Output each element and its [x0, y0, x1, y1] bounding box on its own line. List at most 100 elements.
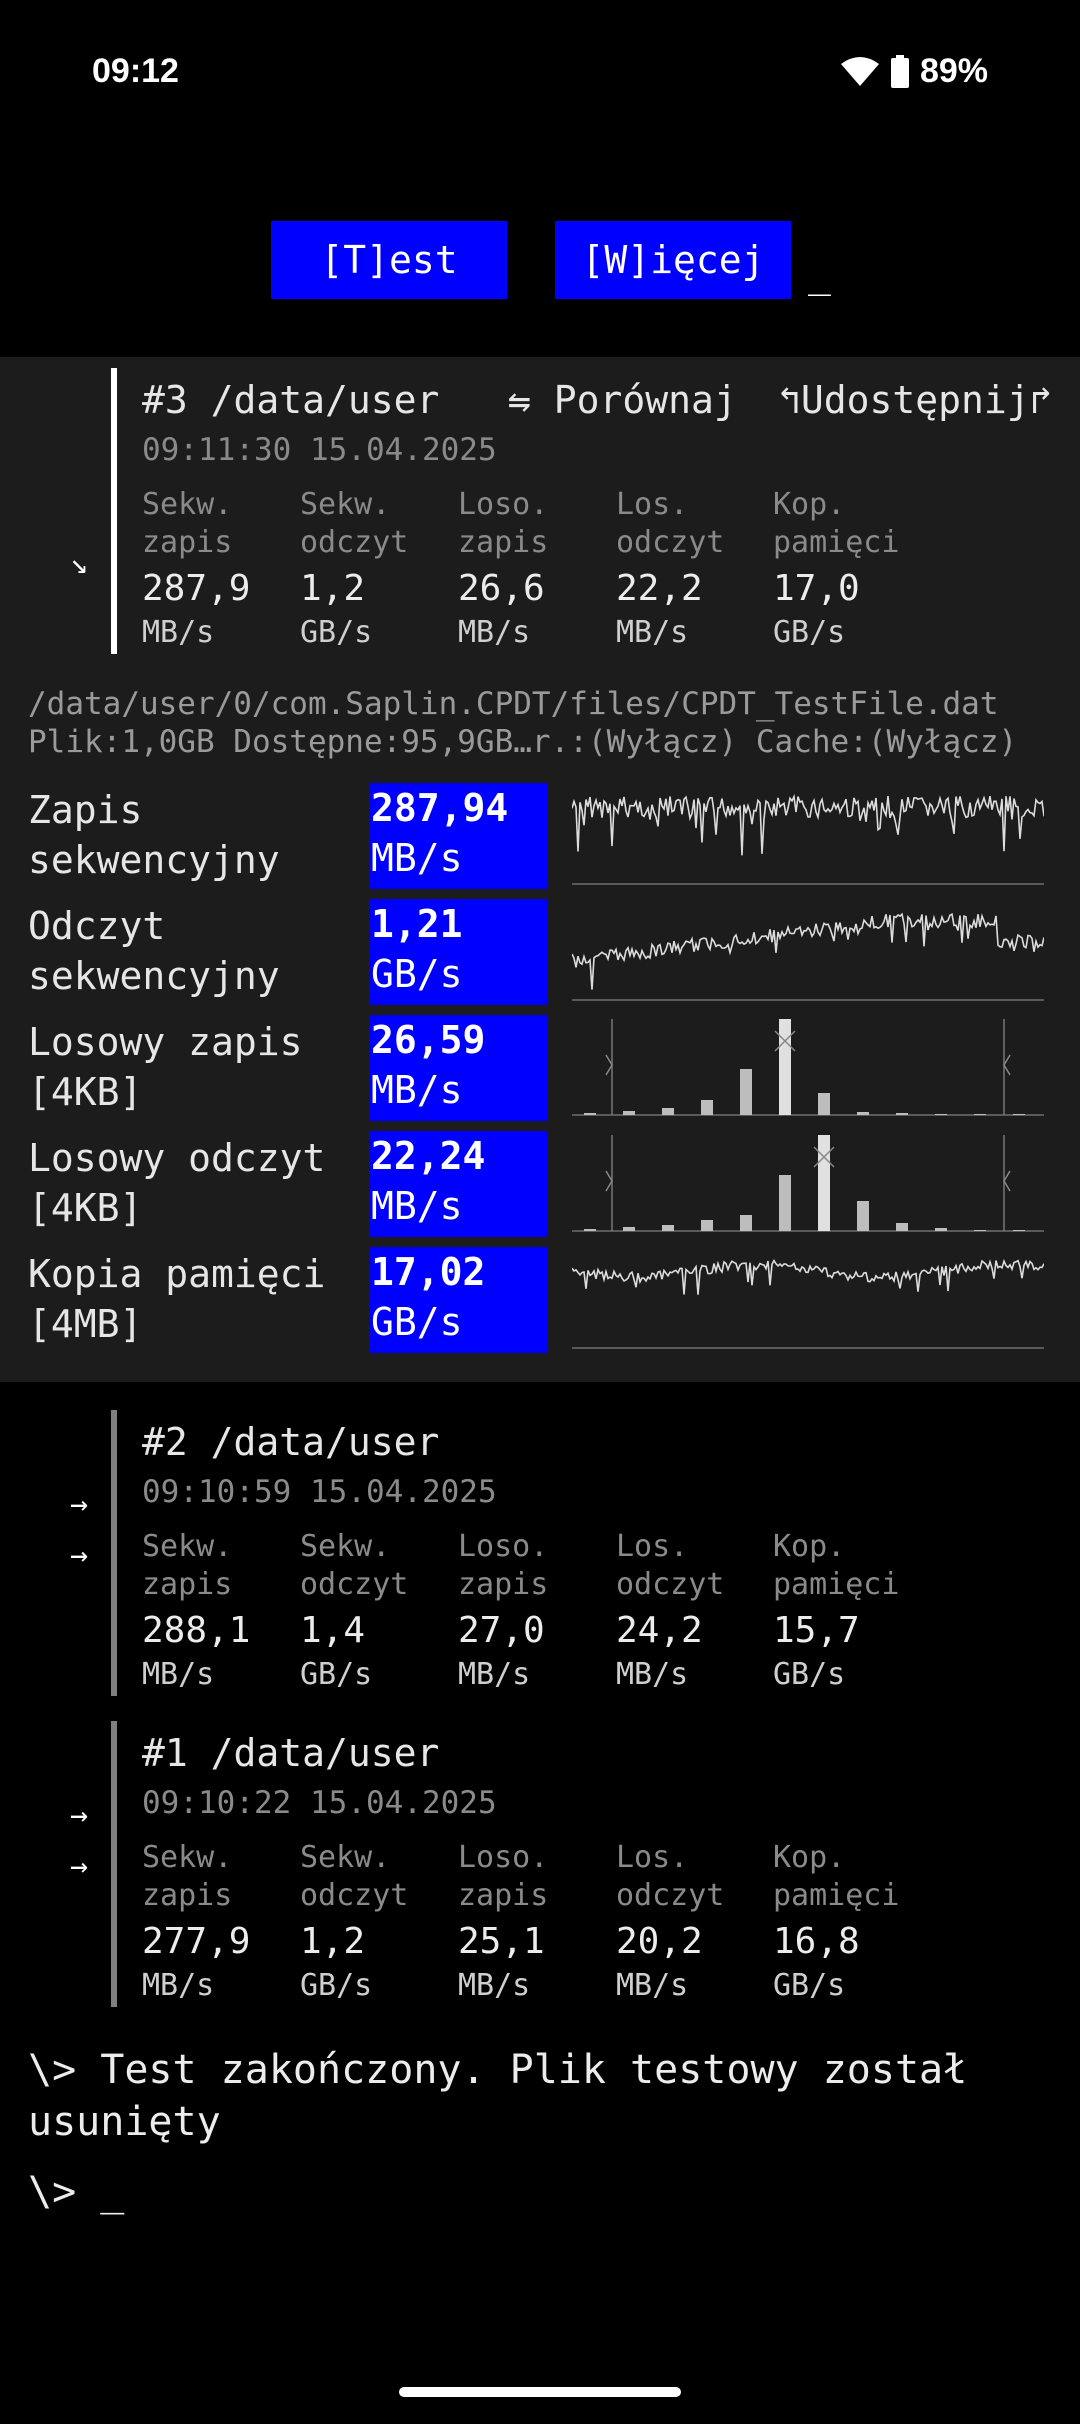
metric-label: Los. odczyt [616, 1529, 725, 1602]
compare-button[interactable]: ⇋ Porównaj [508, 378, 737, 422]
metric-seq-read: Sekw. odczyt 1,2 GB/s [300, 1839, 458, 2007]
histogram-bar [818, 1135, 830, 1231]
metric-label: Sekw. zapis [142, 487, 233, 560]
metric-seq-write: Sekw. zapis 287,9 MB/s [142, 486, 300, 654]
histogram-bar [1013, 1230, 1025, 1231]
metric-unit: MB/s [616, 615, 689, 650]
metric-rand-write: Loso. zapis 25,1 MB/s [458, 1839, 616, 2007]
histogram-bar [662, 1225, 674, 1231]
histogram-bar [623, 1227, 635, 1231]
share-button[interactable]: ↰Udostępnij↱ [778, 378, 1053, 422]
result-value: 287,94 [371, 786, 509, 830]
card-indicator [111, 368, 117, 654]
metric-rand-write: Loso. zapis 26,6 MB/s [458, 486, 616, 654]
result-value-rand-read: 22,24 MB/s [369, 1131, 547, 1237]
metric-value: 1,2 [300, 568, 366, 609]
metric-value: 15,7 [773, 1610, 860, 1651]
result-value: 1,21 [371, 902, 463, 946]
status-icons: 89% [840, 52, 988, 91]
histogram-bar [857, 1201, 869, 1231]
histogram-bar [662, 1108, 674, 1115]
file-info: Plik:1,0GB Dostępne:95,9GB…r.:(Wyłącz) C… [28, 724, 1018, 760]
graph-marker [605, 1170, 1011, 1192]
histogram-bar [701, 1220, 713, 1231]
result-label-seq-write: Zapis sekwencyjny [28, 788, 280, 882]
metric-value: 17,0 [773, 568, 860, 609]
result-title[interactable]: #2 /data/user [142, 1420, 440, 1464]
result-timestamp: 09:10:59 15.04.2025 [142, 1474, 497, 1510]
metric-unit: MB/s [142, 1968, 215, 2003]
metric-label: Kop. pamięci [773, 1840, 900, 1913]
battery-percent: 89% [919, 52, 988, 90]
histogram-bar [779, 1175, 791, 1231]
metric-unit: MB/s [142, 1657, 215, 1692]
metric-value: 26,6 [458, 568, 545, 609]
expand-arrow-icon[interactable]: → [70, 1538, 89, 1573]
metric-unit: MB/s [616, 1657, 689, 1692]
histogram-bar [935, 1114, 947, 1115]
result-unit: MB/s [371, 1184, 463, 1228]
result-unit: MB/s [371, 1068, 463, 1112]
expand-arrow-icon[interactable]: → [70, 1849, 89, 1884]
metric-label: Sekw. odczyt [300, 1840, 409, 1913]
metric-value: 1,4 [300, 1610, 366, 1651]
result-label-rand-write: Losowy zapis [4KB] [28, 1020, 303, 1114]
graph-marker [813, 1146, 835, 1168]
seq-write-graph [572, 793, 1044, 885]
result-value: 26,59 [371, 1018, 486, 1062]
metric-label: Loso. zapis [458, 487, 549, 560]
metric-label: Sekw. zapis [142, 1840, 233, 1913]
wifi-icon [840, 56, 879, 86]
result-label-mem-copy: Kopia pamięci [4MB] [28, 1252, 326, 1346]
metric-value: 20,2 [616, 1921, 703, 1962]
graph-line [572, 793, 1044, 856]
metric-seq-read: Sekw. odczyt 1,4 GB/s [300, 1528, 458, 1696]
metric-value: 24,2 [616, 1610, 703, 1651]
result-value-rand-write: 26,59 MB/s [369, 1015, 547, 1121]
command-prompt[interactable]: \> _ [28, 2169, 125, 2215]
expand-arrow-icon[interactable]: → [70, 1798, 89, 1833]
metric-unit: GB/s [773, 1657, 846, 1692]
metric-unit: MB/s [458, 615, 531, 650]
expand-arrow-icon[interactable]: → [70, 1487, 89, 1522]
rand-write-histogram [572, 1019, 1044, 1116]
histogram-bar [740, 1215, 752, 1231]
histogram-bar [857, 1112, 869, 1115]
test-button[interactable]: [T]est [271, 221, 507, 299]
result-value-seq-write: 287,94 MB/s [369, 783, 547, 889]
result-label-rand-read: Losowy odczyt [4KB] [28, 1136, 326, 1230]
collapse-arrow-icon[interactable]: ↘ [70, 546, 89, 581]
more-button[interactable]: [W]ięcej [555, 221, 791, 299]
metric-mem-copy: Kop. pamięci 17,0 GB/s [773, 486, 931, 654]
metric-unit: GB/s [300, 1657, 373, 1692]
result-value: 17,02 [371, 1250, 486, 1294]
result-timestamp: 09:11:30 15.04.2025 [142, 432, 497, 468]
metric-label: Loso. zapis [458, 1840, 549, 1913]
metric-unit: MB/s [458, 1657, 531, 1692]
battery-icon [890, 54, 909, 88]
metric-value: 25,1 [458, 1921, 545, 1962]
metric-mem-copy: Kop. pamięci 16,8 GB/s [773, 1839, 931, 2007]
histogram-bar [974, 1230, 986, 1231]
metric-unit: GB/s [773, 615, 846, 650]
metric-unit: GB/s [300, 1968, 373, 2003]
metric-label: Sekw. zapis [142, 1529, 233, 1602]
metric-label: Kop. pamięci [773, 487, 900, 560]
metric-value: 287,9 [142, 568, 251, 609]
home-indicator[interactable] [399, 2387, 681, 2397]
result-label-seq-read: Odczyt sekwencyjny [28, 904, 280, 998]
result-title[interactable]: #1 /data/user [142, 1731, 440, 1775]
result-value-mem-copy: 17,02 GB/s [369, 1247, 547, 1353]
metric-value: 22,2 [616, 568, 703, 609]
metric-seq-read: Sekw. odczyt 1,2 GB/s [300, 486, 458, 654]
graph-marker [605, 1054, 1011, 1076]
metric-rand-read: Los. odczyt 24,2 MB/s [616, 1528, 774, 1696]
result-value-seq-read: 1,21 GB/s [369, 899, 547, 1005]
metric-label: Sekw. odczyt [300, 487, 409, 560]
histogram-bar [701, 1100, 713, 1115]
metric-label: Los. odczyt [616, 487, 725, 560]
histogram-bar [896, 1113, 908, 1115]
metric-rand-read: Los. odczyt 22,2 MB/s [616, 486, 774, 654]
card-indicator [111, 1721, 117, 2007]
result-unit: GB/s [371, 952, 463, 996]
